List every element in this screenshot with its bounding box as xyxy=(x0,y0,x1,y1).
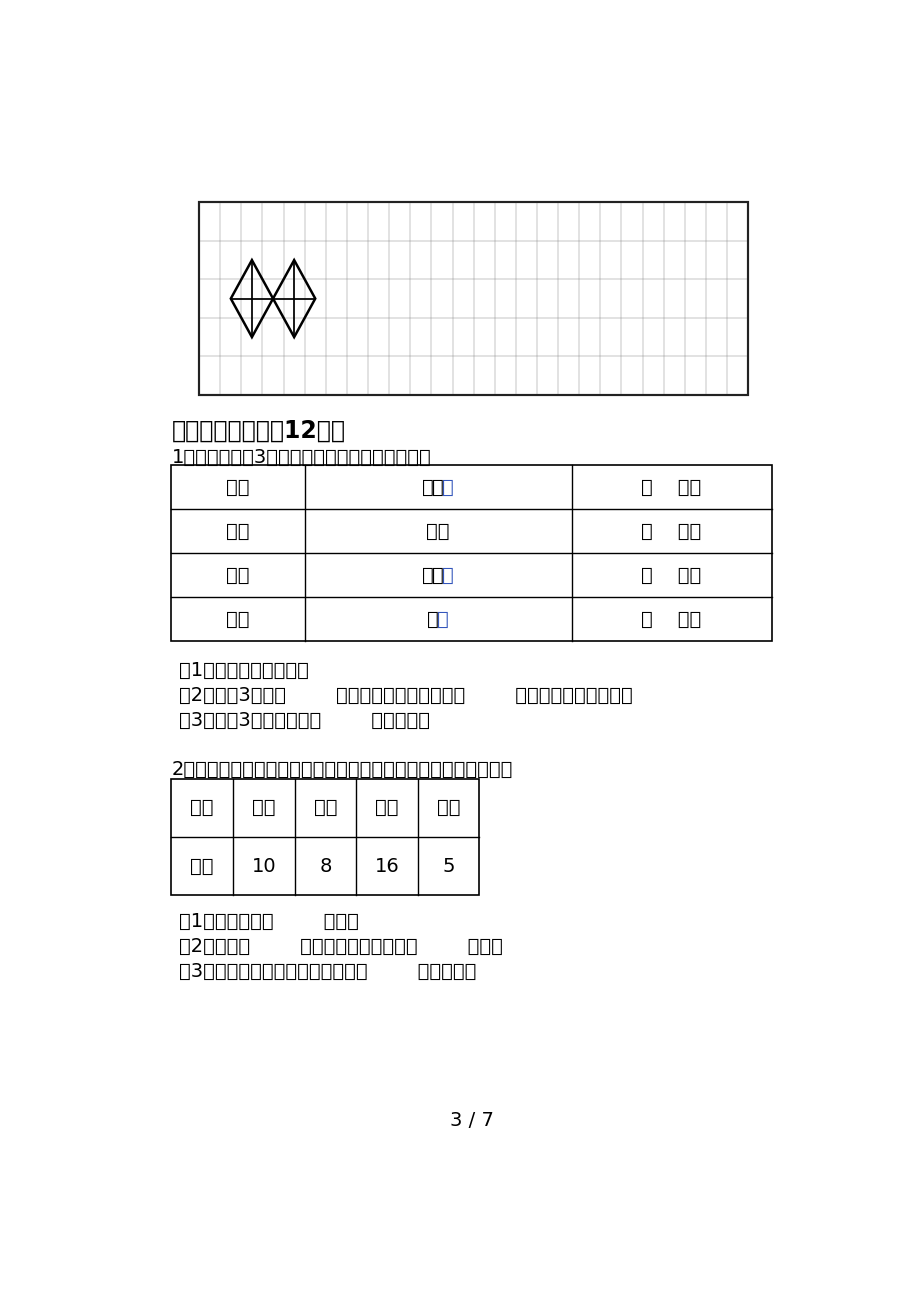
Text: 红色: 红色 xyxy=(252,798,275,818)
Text: 颜色: 颜色 xyxy=(190,798,213,818)
Text: 正: 正 xyxy=(422,478,434,496)
Text: 黄色: 黄色 xyxy=(437,798,460,818)
Text: 8: 8 xyxy=(319,857,331,875)
Text: 1、下面是二（3）班同学出生的季节的统计表。: 1、下面是二（3）班同学出生的季节的统计表。 xyxy=(172,448,431,466)
Text: 丁: 丁 xyxy=(442,566,453,585)
Text: 2、学校给二年级同学们订做校服，有四种颜色，根据下表解答。: 2、学校给二年级同学们订做校服，有四种颜色，根据下表解答。 xyxy=(172,760,513,780)
Text: 正: 正 xyxy=(442,478,453,496)
Text: 白色: 白色 xyxy=(313,798,336,818)
Text: 正正: 正正 xyxy=(425,522,449,540)
Text: 冬季: 冬季 xyxy=(226,609,250,629)
Text: 六、统计图表。（12分）: 六、统计图表。（12分） xyxy=(172,419,346,443)
Text: （2）喜欢（        ）色的人数最多，是（        ）人。: （2）喜欢（ ）色的人数最多，是（ ）人。 xyxy=(179,936,503,956)
Text: 丁: 丁 xyxy=(437,609,448,629)
Bar xyxy=(199,202,747,395)
Text: 夏季: 夏季 xyxy=(226,522,250,540)
Text: 正: 正 xyxy=(426,609,438,629)
Text: 春季: 春季 xyxy=(226,478,250,496)
Text: （    ）人: （ ）人 xyxy=(641,478,701,496)
Text: 5: 5 xyxy=(442,857,454,875)
Text: 人数: 人数 xyxy=(190,857,213,875)
Text: （1）人数填在上表中。: （1）人数填在上表中。 xyxy=(179,661,309,680)
Bar xyxy=(171,779,479,894)
Bar xyxy=(199,202,747,395)
Text: 蓝色: 蓝色 xyxy=(375,798,398,818)
Text: 3 / 7: 3 / 7 xyxy=(449,1111,493,1130)
Text: 正: 正 xyxy=(432,478,444,496)
Text: （1）全班共有（        ）人。: （1）全班共有（ ）人。 xyxy=(179,911,358,931)
Text: 10: 10 xyxy=(251,857,276,875)
Bar xyxy=(171,465,771,642)
Text: （2）二（3）班（        ）季出生的人数最多，（        ）季出生的人数最少。: （2）二（3）班（ ）季出生的人数最多，（ ）季出生的人数最少。 xyxy=(179,686,632,706)
Text: 16: 16 xyxy=(374,857,399,875)
Text: （    ）人: （ ）人 xyxy=(641,566,701,585)
Text: （    ）人: （ ）人 xyxy=(641,522,701,540)
Text: 正: 正 xyxy=(432,566,444,585)
Text: （3）如果这个班订做校服，选择（        ）色合适。: （3）如果这个班订做校服，选择（ ）色合适。 xyxy=(179,962,476,980)
Text: （    ）人: （ ）人 xyxy=(641,609,701,629)
Text: （3）二（3）班一共有（        ）名同学。: （3）二（3）班一共有（ ）名同学。 xyxy=(179,711,430,730)
Text: 秋季: 秋季 xyxy=(226,566,250,585)
Text: 正: 正 xyxy=(422,566,434,585)
